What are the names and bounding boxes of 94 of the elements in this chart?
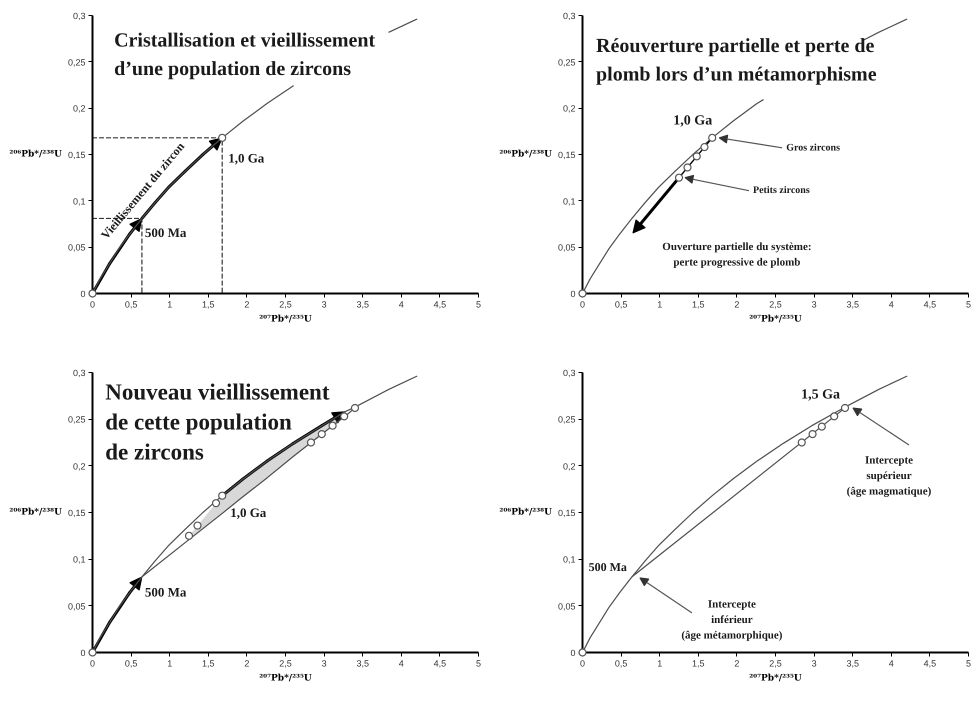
y-tick-label: 0 [80,648,86,658]
x-tick-label: 0 [580,300,586,310]
y-tick-label: 0,2 [72,104,86,114]
x-tick-label: 1,5 [202,300,215,310]
annotation: Intercepte supérieur (âge magmatique) [846,454,932,498]
x-tick-label: 1 [167,300,172,310]
y-axis-title: ²⁰⁶Pb*/²³⁸U [9,150,62,160]
x-axis-title: ²⁰⁷Pb*/²³⁵U [259,314,312,324]
x-tick-label: 4,5 [924,658,936,668]
y-axis-title: ²⁰⁶Pb*/²³⁸U [499,150,552,160]
annotation: 1,0 Ga [673,113,712,128]
x-tick-label: 0,5 [614,658,628,668]
y-tick-label: 0,15 [68,150,86,160]
y-axis-title: ²⁰⁶Pb*/²³⁸U [9,508,62,518]
y-axis-title: ²⁰⁶Pb*/²³⁸U [499,508,552,518]
x-tick-label: 3 [812,300,817,310]
annotation: 1,5 Ga [801,387,840,402]
text: Cristallisation et vieillissement d’une population de zircons [114,29,376,80]
annotation: Gros zircons [786,142,840,154]
y-tick-label: 0 [570,648,576,658]
x-tick-label: 2 [734,658,740,668]
y-tick-label: 0,1 [562,554,576,565]
x-tick-label: 0 [580,658,586,668]
y-tick-label: 0,2 [562,461,576,472]
x-tick-label: 4 [398,300,404,310]
y-tick-label: 0,25 [68,414,86,425]
x-tick-label: 1,5 [692,300,705,310]
x-axis-title: ²⁰⁷Pb*/²³⁵U [749,314,802,324]
y-tick-label: 0,1 [72,554,86,565]
y-tick-label: 0,3 [562,368,576,378]
x-tick-label: 4 [398,658,404,668]
y-tick-label: 0,25 [558,414,576,425]
y-tick-label: 0 [80,289,86,299]
y-tick-label: 0,15 [558,508,576,518]
x-tick-label: 5 [476,300,482,310]
y-tick-label: 0,2 [72,461,86,472]
annotation: Ouverture partielle du système: perte progressive de plomb [662,240,812,268]
y-tick-label: 0,25 [558,57,576,68]
x-tick-label: 4,5 [924,300,936,310]
y-tick-label: 0,05 [558,242,576,253]
x-tick-label: 3 [322,658,327,668]
x-axis-title: ²⁰⁷Pb*/²³⁵U [749,674,802,684]
y-tick-label: 0,15 [558,150,576,160]
y-tick-label: 0,25 [68,57,86,68]
y-tick-label: 0,05 [558,601,576,612]
y-tick-label: 0,15 [68,508,86,518]
y-tick-label: 0 [570,289,576,299]
y-tick-label: 0,1 [562,196,576,206]
x-tick-label: 2 [734,300,740,310]
x-tick-label: 2,5 [279,658,292,668]
annotation: Petits zircons [753,185,810,196]
annotation: 1,0 Ga [230,505,267,520]
x-tick-label: 3 [812,658,817,668]
x-tick-label: 0,5 [124,658,138,668]
x-tick-label: 5 [476,658,482,668]
x-tick-label: 2,5 [769,300,782,310]
x-tick-label: 0,5 [124,300,138,310]
y-tick-label: 0,3 [72,11,86,21]
x-tick-label: 0 [90,658,96,668]
x-tick-label: 4,5 [434,658,446,668]
annotation: Intercepte inférieur (âge métamorphique) [681,598,783,642]
text: Nouveau vieillissement de cette population de zircons [105,380,330,464]
x-tick-label: 2,5 [279,300,292,310]
x-tick-label: 2 [244,658,250,668]
x-tick-label: 1 [657,300,662,310]
x-tick-label: 5 [966,300,972,310]
x-tick-label: 3,5 [846,658,859,668]
x-tick-label: 0 [90,300,96,310]
annotation: 500 Ma [144,584,187,600]
x-tick-label: 1,5 [202,658,215,668]
y-tick-label: 0,05 [68,601,86,612]
x-tick-label: 4 [888,300,894,310]
x-tick-label: 0,5 [614,300,628,310]
y-tick-label: 0,1 [72,196,86,206]
text: Réouverture partielle et perte de plomb lors d’un métamorphisme [596,34,877,86]
y-tick-label: 0,3 [562,11,576,21]
x-axis-title: ²⁰⁷Pb*/²³⁵U [259,674,312,684]
x-tick-label: 2,5 [769,658,782,668]
x-tick-label: 3,5 [356,658,369,668]
x-tick-label: 1 [167,658,172,668]
x-tick-label: 3 [322,300,327,310]
x-tick-label: 3,5 [356,300,369,310]
x-tick-label: 3,5 [846,300,859,310]
x-tick-label: 4,5 [434,300,446,310]
x-tick-label: 5 [966,658,972,668]
x-tick-label: 1,5 [692,658,705,668]
y-tick-label: 0,2 [562,104,576,114]
y-tick-label: 0,3 [72,368,86,378]
x-tick-label: 2 [244,300,250,310]
annotation: 1,0 Ga [228,150,265,166]
x-tick-label: 1 [657,658,662,668]
x-tick-label: 4 [888,658,894,668]
y-tick-label: 0,05 [68,242,86,253]
annotation: 500 Ma [588,560,627,574]
